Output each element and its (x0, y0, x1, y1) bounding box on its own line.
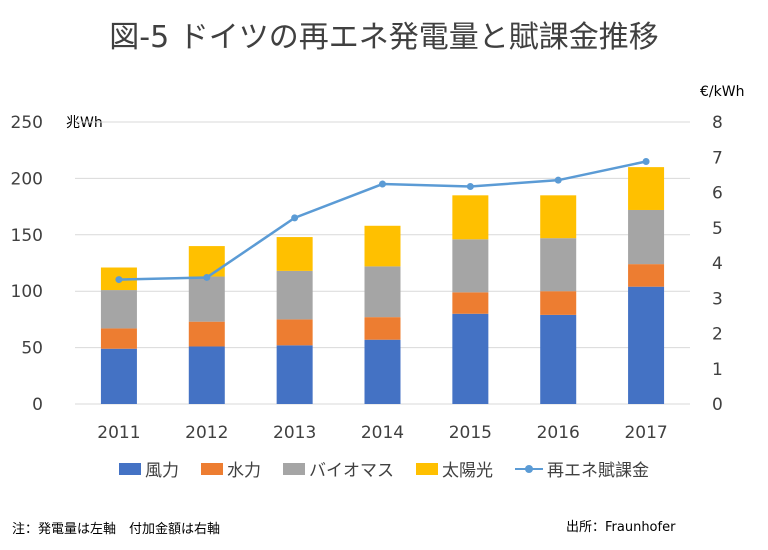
legend-item-wind[interactable]: 風力 (119, 456, 179, 481)
surcharge-point (203, 273, 211, 281)
bar-segment (540, 195, 577, 239)
surcharge-point (642, 157, 650, 165)
bar-segment (452, 292, 489, 314)
bar-segment (452, 239, 489, 293)
surcharge-line (115, 157, 650, 284)
x-axis-ticks: 2011 2012 2013 2014 2015 2016 2017 (97, 423, 667, 443)
surcharge-point (115, 276, 123, 284)
bar-segment (628, 286, 665, 404)
left-tick-label: 50 (21, 339, 43, 359)
legend-swatch-solar (416, 462, 438, 475)
legend-swatch-wind (119, 462, 141, 475)
legend: 風力 水力 バイオマス 太陽光 再エネ賦課金 (0, 456, 768, 481)
left-axis-ticks: 0 50 100 150 200 250 (11, 113, 43, 415)
x-tick-label: 2016 (537, 423, 580, 443)
right-axis-ticks: 0 1 2 3 4 5 6 7 8 (712, 113, 723, 415)
bar-segment (276, 319, 313, 346)
x-tick-label: 2011 (97, 423, 140, 443)
bar-segment (540, 314, 577, 404)
bar-segment (452, 195, 489, 240)
x-tick-label: 2014 (361, 423, 404, 443)
chart-title: 図-5 ドイツの再エネ発電量と賦課金推移 (109, 20, 659, 55)
left-axis-unit: 兆Wh (66, 115, 103, 131)
footnote: 注：発電量は左軸 付加金額は右軸 (12, 522, 221, 537)
right-tick-label: 5 (712, 219, 723, 239)
bar-segment (276, 237, 313, 271)
bar-segment (628, 167, 665, 210)
surcharge-point (554, 176, 562, 184)
right-tick-label: 6 (712, 184, 723, 204)
bar-segment (100, 348, 137, 404)
left-tick-label: 200 (11, 169, 43, 189)
right-axis-unit: €/kWh (700, 84, 745, 100)
left-tick-label: 250 (11, 113, 43, 133)
x-tick-label: 2013 (273, 423, 316, 443)
legend-label-wind: 風力 (145, 461, 179, 481)
bar-segment (452, 313, 489, 404)
bar-segment (100, 290, 137, 329)
source-credit: 出所：Fraunhofer (566, 520, 676, 535)
legend-label-hydro: 水力 (227, 461, 261, 481)
bar-segment (188, 276, 225, 322)
left-tick-label: 100 (11, 282, 43, 302)
surcharge-point (466, 183, 474, 191)
bar-segment (364, 317, 401, 340)
bar-segment (628, 264, 665, 287)
legend-swatch-surcharge (515, 463, 543, 475)
right-tick-label: 7 (712, 148, 723, 168)
bar-segment (188, 246, 225, 277)
bar-segment (100, 328, 137, 349)
legend-label-surcharge: 再エネ賦課金 (547, 461, 649, 481)
legend-label-biomass: バイオマス (309, 461, 394, 481)
bar-segment (188, 321, 225, 347)
right-tick-label: 8 (712, 113, 723, 133)
bar-segment (364, 266, 401, 318)
legend-item-surcharge[interactable]: 再エネ賦課金 (515, 456, 649, 481)
right-tick-label: 4 (712, 254, 723, 274)
surcharge-point (379, 180, 386, 188)
bar-segment (364, 339, 401, 404)
stacked-bars (100, 167, 665, 404)
bar-segment (540, 238, 577, 292)
right-tick-label: 0 (712, 395, 723, 415)
right-tick-label: 2 (712, 325, 723, 345)
bar-segment (364, 225, 401, 267)
right-tick-label: 1 (712, 360, 723, 380)
x-tick-label: 2015 (449, 423, 492, 443)
bar-segment (188, 346, 225, 404)
legend-item-hydro[interactable]: 水力 (201, 456, 261, 481)
legend-swatch-hydro (201, 462, 223, 475)
x-tick-label: 2012 (185, 423, 228, 443)
bar-segment (628, 209, 665, 265)
bar-segment (276, 345, 313, 404)
left-tick-label: 0 (32, 395, 43, 415)
right-tick-label: 3 (712, 289, 723, 309)
legend-swatch-biomass (283, 462, 305, 475)
bar-segment (540, 291, 577, 315)
legend-label-solar: 太陽光 (442, 461, 493, 481)
legend-item-solar[interactable]: 太陽光 (416, 456, 493, 481)
bar-segment (276, 270, 313, 320)
surcharge-point (291, 214, 299, 222)
left-tick-label: 150 (11, 226, 43, 246)
legend-item-biomass[interactable]: バイオマス (283, 456, 394, 481)
x-tick-label: 2017 (624, 423, 667, 443)
